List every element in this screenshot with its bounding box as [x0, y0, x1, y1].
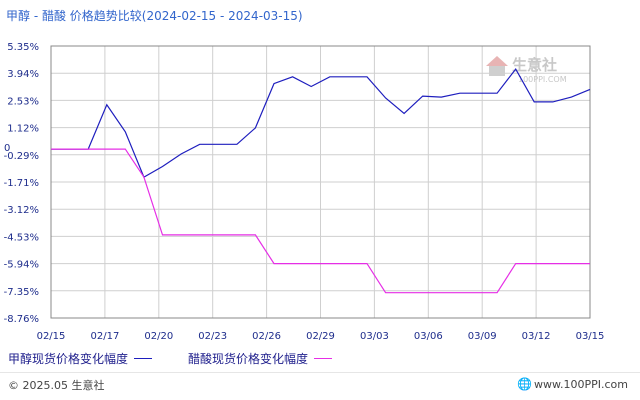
site-link-text: www.100PPI.com: [534, 377, 628, 391]
y-tick-label: -1.71%: [4, 178, 39, 189]
x-tick-label: 02/23: [198, 331, 227, 342]
y-tick-label: -5.94%: [4, 260, 39, 271]
site-link[interactable]: 🌐 www.100PPI.com: [517, 377, 628, 391]
x-tick-label: 03/12: [522, 331, 551, 342]
house-icon: [486, 56, 508, 66]
watermark-url: 100PPI.COM: [518, 75, 567, 84]
x-tick-label: 03/06: [414, 331, 443, 342]
y-tick-label: -7.35%: [4, 287, 39, 298]
footer-divider: [0, 372, 640, 373]
legend-label-methanol: 甲醇现货价格变化幅度: [8, 352, 129, 366]
y-tick-label: 2.53%: [7, 96, 39, 107]
y-tick-label: 1.12%: [7, 124, 39, 135]
legend-label-acetic-acid: 醋酸现货价格变化幅度: [188, 352, 309, 366]
y-tick-label: -8.76%: [4, 314, 39, 325]
x-tick-label: 02/26: [252, 331, 281, 342]
copyright-text: © 2025.05 生意社: [8, 379, 105, 392]
grid: [50, 45, 591, 319]
y-tick-label: -0.29%: [4, 151, 39, 162]
legend-swatch-methanol: [134, 358, 153, 359]
x-tick-label: 03/15: [576, 331, 605, 342]
series: [51, 68, 591, 294]
house-body-icon: [489, 66, 505, 76]
series-line-acetic-acid: [51, 148, 590, 294]
globe-icon: 🌐: [517, 377, 533, 391]
y-tick-label: 3.94%: [7, 69, 39, 80]
y-axis-ticks: 5.35% 3.94% 2.53% 1.12% -0.29% -1.71% -3.12% -4…: [4, 42, 39, 325]
x-tick-label: 02/20: [144, 331, 173, 342]
legend: 甲醇现货价格变化幅度 醋酸现货价格变化幅度: [8, 350, 338, 367]
x-axis-ticks: 02/15 02/17 02/20 02/23 02/26 02/29 03/03 03/06…: [37, 331, 605, 342]
series-line-methanol: [51, 68, 591, 178]
x-tick-label: 02/29: [306, 331, 335, 342]
x-tick-label: 03/03: [360, 331, 389, 342]
y-tick-label: -3.12%: [4, 205, 39, 216]
chart-title: 甲醇 - 醋酸 价格趋势比较(2024-02-15 - 2024-03-15): [6, 9, 303, 23]
y-zero-label: 0: [4, 143, 10, 154]
x-tick-label: 03/09: [468, 331, 497, 342]
x-tick-label: 02/17: [90, 331, 119, 342]
plot-frame: [50, 45, 591, 319]
x-tick-label: 02/15: [37, 331, 66, 342]
watermark-text: 生意社: [512, 56, 557, 74]
y-tick-label: 5.35%: [7, 42, 39, 53]
legend-swatch-acetic-acid: [314, 358, 333, 359]
y-tick-label: -4.53%: [4, 232, 39, 243]
